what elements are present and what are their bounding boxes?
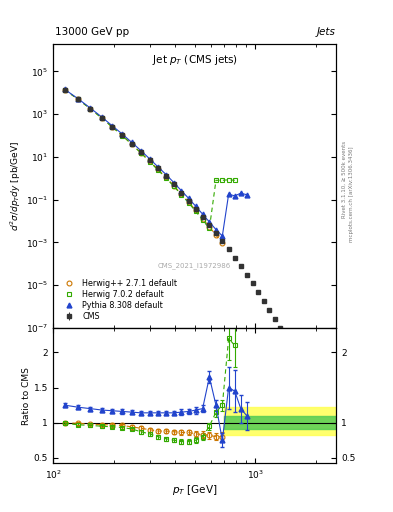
Pythia 8.308 default (220, 233, 225, 239)
Pythia 8.308 default (226, 191, 231, 197)
Pythia 8.308 default (88, 105, 93, 111)
Pythia 8.308 default (171, 180, 176, 186)
Pythia 8.308 default (129, 139, 134, 145)
Herwig 7.0.2 default (129, 141, 134, 147)
Pythia 8.308 default (164, 172, 169, 178)
Herwig 7.0.2 default (99, 115, 104, 121)
Pythia 8.308 default (193, 203, 198, 209)
Text: Jets: Jets (317, 27, 336, 37)
Line: Pythia 8.308 default: Pythia 8.308 default (62, 87, 249, 239)
Text: 13000 GeV pp: 13000 GeV pp (55, 27, 129, 37)
Herwig 7.0.2 default (232, 177, 237, 183)
Text: CMS_2021_I1972986: CMS_2021_I1972986 (158, 262, 231, 269)
Herwig 7.0.2 default (62, 87, 67, 93)
Herwig++ 2.7.1 default (220, 240, 225, 246)
Herwig 7.0.2 default (214, 177, 219, 183)
Herwig++ 2.7.1 default (179, 191, 184, 197)
Herwig++ 2.7.1 default (99, 115, 104, 121)
Herwig 7.0.2 default (120, 133, 125, 139)
Pythia 8.308 default (156, 164, 160, 170)
Herwig 7.0.2 default (220, 177, 225, 183)
Pythia 8.308 default (76, 96, 81, 102)
Pythia 8.308 default (147, 156, 152, 162)
Pythia 8.308 default (239, 190, 243, 196)
Y-axis label: $d^{2}\sigma/dp_T dy$ [pb/GeV]: $d^{2}\sigma/dp_T dy$ [pb/GeV] (9, 141, 23, 231)
Pythia 8.308 default (120, 131, 125, 137)
Herwig++ 2.7.1 default (62, 87, 67, 93)
Text: Jet $p_T$ (CMS jets): Jet $p_T$ (CMS jets) (152, 53, 237, 68)
Herwig 7.0.2 default (200, 217, 205, 223)
Herwig++ 2.7.1 default (129, 141, 134, 147)
Herwig++ 2.7.1 default (207, 224, 212, 230)
Line: Herwig++ 2.7.1 default: Herwig++ 2.7.1 default (62, 88, 225, 246)
Legend: Herwig++ 2.7.1 default, Herwig 7.0.2 default, Pythia 8.308 default, CMS: Herwig++ 2.7.1 default, Herwig 7.0.2 def… (59, 277, 179, 322)
Herwig 7.0.2 default (147, 159, 152, 165)
Pythia 8.308 default (110, 123, 115, 129)
Line: Herwig 7.0.2 default: Herwig 7.0.2 default (62, 88, 237, 231)
Herwig++ 2.7.1 default (200, 216, 205, 222)
Herwig++ 2.7.1 default (139, 150, 143, 156)
Pythia 8.308 default (207, 219, 212, 225)
Herwig 7.0.2 default (186, 200, 191, 206)
X-axis label: $p_T$ [GeV]: $p_T$ [GeV] (172, 483, 217, 497)
Herwig++ 2.7.1 default (120, 133, 125, 139)
Herwig 7.0.2 default (171, 183, 176, 189)
Herwig++ 2.7.1 default (147, 158, 152, 164)
Pythia 8.308 default (214, 226, 219, 232)
Herwig 7.0.2 default (156, 167, 160, 173)
Herwig 7.0.2 default (193, 208, 198, 215)
Herwig++ 2.7.1 default (186, 199, 191, 205)
Pythia 8.308 default (62, 86, 67, 92)
Herwig++ 2.7.1 default (156, 166, 160, 173)
Y-axis label: Ratio to CMS: Ratio to CMS (22, 367, 31, 424)
Herwig 7.0.2 default (179, 191, 184, 198)
Herwig++ 2.7.1 default (164, 174, 169, 180)
Pythia 8.308 default (186, 196, 191, 202)
Herwig 7.0.2 default (110, 124, 115, 130)
Text: Rivet 3.1.10, ≥ 500k events: Rivet 3.1.10, ≥ 500k events (342, 141, 347, 218)
Herwig 7.0.2 default (207, 225, 212, 231)
Herwig++ 2.7.1 default (193, 207, 198, 214)
Pythia 8.308 default (200, 211, 205, 217)
Herwig 7.0.2 default (164, 175, 169, 181)
Herwig++ 2.7.1 default (76, 96, 81, 102)
Herwig 7.0.2 default (139, 150, 143, 156)
Text: mcplots.cern.ch [arXiv:1306.3436]: mcplots.cern.ch [arXiv:1306.3436] (349, 147, 354, 242)
Herwig 7.0.2 default (226, 177, 231, 183)
Herwig++ 2.7.1 default (214, 232, 219, 238)
Herwig 7.0.2 default (76, 96, 81, 102)
Herwig 7.0.2 default (88, 106, 93, 112)
Herwig++ 2.7.1 default (88, 106, 93, 112)
Pythia 8.308 default (232, 193, 237, 199)
Pythia 8.308 default (244, 191, 249, 198)
Pythia 8.308 default (179, 187, 184, 194)
Herwig++ 2.7.1 default (110, 124, 115, 130)
Pythia 8.308 default (139, 147, 143, 154)
Herwig++ 2.7.1 default (171, 183, 176, 189)
Pythia 8.308 default (99, 114, 104, 120)
